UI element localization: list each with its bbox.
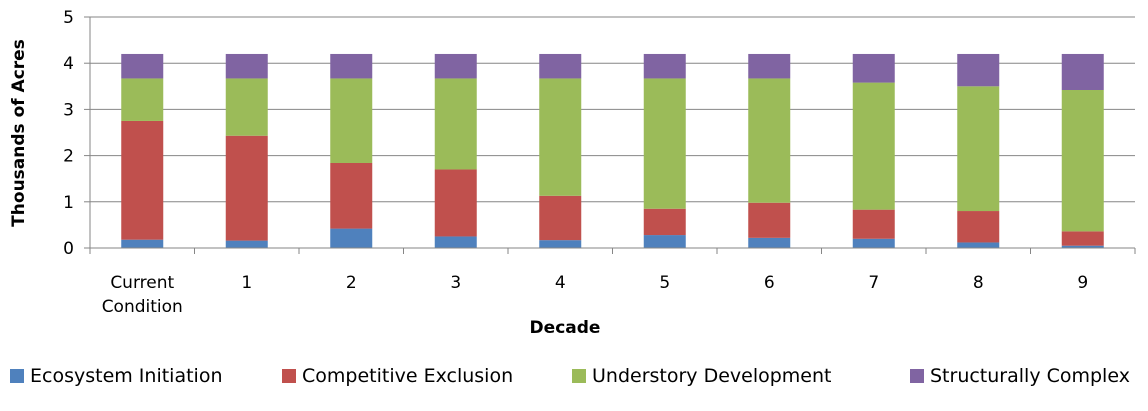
bar-segment xyxy=(643,53,686,79)
bar-segment xyxy=(1061,231,1104,246)
bar-segment xyxy=(957,53,1000,87)
bar-segment xyxy=(539,53,582,79)
legend-item: Understory Development xyxy=(572,356,832,396)
x-tick-label: 9 xyxy=(1077,273,1088,293)
y-tick-label: 1 xyxy=(63,193,74,213)
bar-segment xyxy=(225,135,268,241)
bar-segment xyxy=(434,169,477,237)
bar-segment xyxy=(1061,53,1104,90)
bar-segment xyxy=(957,242,1000,248)
legend-swatch xyxy=(910,369,924,383)
bar-segment xyxy=(434,78,477,170)
bar-segment xyxy=(434,53,477,79)
bar-segment xyxy=(852,53,895,83)
bar-segment xyxy=(957,86,1000,212)
legend-label: Competitive Exclusion xyxy=(302,365,514,387)
bar-segment xyxy=(643,235,686,248)
bar-segment xyxy=(539,240,582,248)
axes xyxy=(84,16,1136,254)
bar-segment xyxy=(1061,245,1104,248)
x-tick-labels: Current Condition 1 2 3 4 5 6 7 8 9 xyxy=(102,273,1088,317)
bar-segment xyxy=(225,53,268,79)
bar-segment xyxy=(330,162,373,229)
x-tick-label: Condition xyxy=(102,297,183,317)
bar-segment xyxy=(539,195,582,241)
x-tick-label: 8 xyxy=(973,273,984,293)
y-tick-labels: 0 1 2 3 4 5 xyxy=(63,8,74,259)
y-tick-label: 0 xyxy=(63,239,74,259)
x-tick-label: 5 xyxy=(659,273,670,293)
bar-segment xyxy=(1061,89,1104,232)
bar-segment xyxy=(852,238,895,248)
bar-segment xyxy=(852,82,895,210)
legend-swatch xyxy=(282,369,296,383)
bar-segment xyxy=(643,78,686,209)
x-tick-label: 7 xyxy=(868,273,879,293)
bar-segment xyxy=(121,78,164,121)
bar-segment xyxy=(852,209,895,239)
legend-label: Structurally Complex xyxy=(930,365,1130,387)
x-tick-label: 2 xyxy=(346,273,357,293)
legend-item: Structurally Complex xyxy=(910,356,1130,396)
bar-segment xyxy=(225,240,268,248)
legend-label: Ecosystem Initiation xyxy=(30,365,223,387)
bar-segment xyxy=(121,239,164,248)
bar-segment xyxy=(957,211,1000,243)
y-tick-label: 3 xyxy=(63,100,74,120)
legend-label: Understory Development xyxy=(592,365,832,387)
y-tick-label: 2 xyxy=(63,147,74,167)
bar-segment xyxy=(643,208,686,236)
x-tick-label: 6 xyxy=(764,273,775,293)
bar-segment xyxy=(748,202,791,238)
bar-segment xyxy=(121,53,164,79)
legend-item: Competitive Exclusion xyxy=(282,356,513,396)
bar-segments xyxy=(121,53,1104,248)
y-axis-title: Thousands of Acres xyxy=(9,39,29,227)
legend-swatch xyxy=(572,369,586,383)
x-tick-label: 1 xyxy=(241,273,252,293)
bar-segment xyxy=(539,78,582,196)
stacked-bar-chart: 0 1 2 3 4 5 Current Condition 1 2 3 4 5 6 7 8 9 Thousan… xyxy=(9,8,1136,338)
bar-segment xyxy=(330,78,373,163)
bar-segment xyxy=(330,228,373,248)
y-tick-label: 5 xyxy=(63,8,74,28)
legend-item: Ecosystem Initiation xyxy=(10,356,223,396)
x-tick-label: Current xyxy=(110,273,174,293)
legend-swatch xyxy=(10,369,24,383)
bar-segment xyxy=(121,120,164,240)
bar-segment xyxy=(225,78,268,136)
x-tick-label: 3 xyxy=(450,273,461,293)
x-axis-title: Decade xyxy=(530,318,601,338)
bar-segment xyxy=(434,236,477,248)
y-tick-label: 4 xyxy=(63,54,74,74)
bar-segment xyxy=(748,78,791,203)
legend: Ecosystem Initiation Competitive Exclusio… xyxy=(0,356,1148,396)
bar-segment xyxy=(748,237,791,248)
bar-segment xyxy=(748,53,791,79)
bar-segment xyxy=(330,53,373,79)
x-tick-label: 4 xyxy=(555,273,566,293)
